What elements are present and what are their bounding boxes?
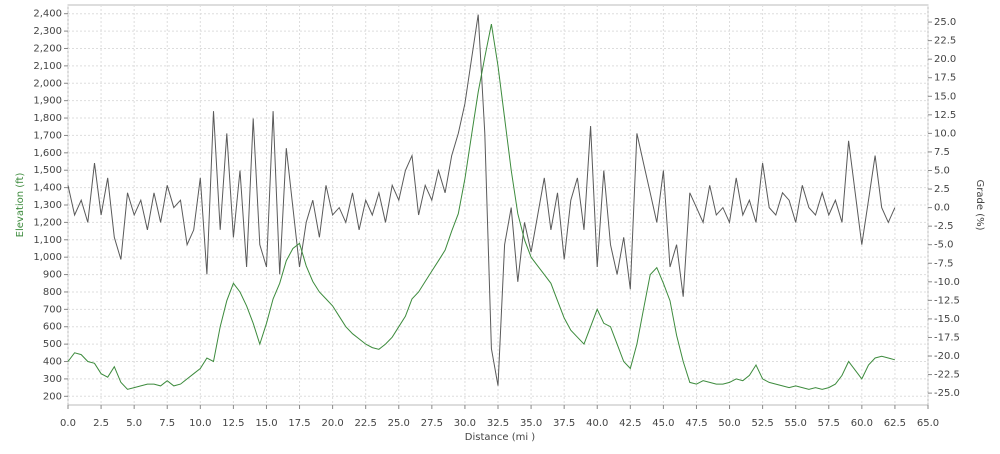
y-axis-title: Elevation (ft) [15, 173, 26, 238]
x-tick-label: 57.5 [818, 418, 840, 429]
x-axis-title: Distance (mi ) [465, 432, 536, 443]
y-tick-label: 2,400 [33, 9, 62, 20]
y2-tick-label: 22.5 [934, 36, 956, 47]
y-tick-label: 500 [43, 339, 62, 350]
y2-axis-title: Grade (%) [974, 180, 985, 231]
x-tick-label: 42.5 [619, 418, 641, 429]
y-tick-label: 300 [43, 374, 62, 385]
x-tick-label: 17.5 [288, 418, 310, 429]
y-tick-label: 1,300 [33, 200, 62, 211]
x-tick-label: 0.0 [60, 418, 76, 429]
y-tick-label: 400 [43, 357, 62, 368]
x-tick-label: 40.0 [586, 418, 608, 429]
x-tick-label: 10.0 [189, 418, 211, 429]
y-tick-label: 900 [43, 270, 62, 281]
x-tick-label: 32.5 [487, 418, 509, 429]
y2-tick-label: 0.0 [934, 203, 950, 214]
x-tick-label: 45.0 [652, 418, 674, 429]
y-tick-label: 800 [43, 287, 62, 298]
x-tick-label: 25.0 [388, 418, 410, 429]
x-tick-label: 2.5 [93, 418, 109, 429]
y2-tick-label: 5.0 [934, 165, 950, 176]
x-tick-label: 12.5 [222, 418, 244, 429]
y-tick-label: 1,500 [33, 165, 62, 176]
x-tick-label: 52.5 [751, 418, 773, 429]
y2-tick-label: 25.0 [934, 17, 956, 28]
y2-tick-label: -2.5 [934, 221, 954, 232]
x-tick-label: 20.0 [321, 418, 343, 429]
x-tick-label: 15.0 [255, 418, 277, 429]
y-tick-label: 2,300 [33, 26, 62, 37]
y-tick-label: 1,000 [33, 252, 62, 263]
y-tick-label: 2,200 [33, 43, 62, 54]
y2-tick-label: -15.0 [934, 314, 960, 325]
x-tick-label: 50.0 [718, 418, 740, 429]
y2-tick-label: 17.5 [934, 73, 956, 84]
y2-tick-label: 2.5 [934, 184, 950, 195]
y2-tick-label: 20.0 [934, 54, 956, 65]
x-tick-label: 27.5 [421, 418, 443, 429]
y-tick-label: 1,200 [33, 217, 62, 228]
y2-tick-label: -7.5 [934, 258, 954, 269]
y-tick-label: 1,100 [33, 235, 62, 246]
y-tick-label: 200 [43, 391, 62, 402]
y-tick-label: 2,000 [33, 78, 62, 89]
y-tick-label: 1,600 [33, 148, 62, 159]
y-tick-label: 2,100 [33, 61, 62, 72]
y2-tick-label: -25.0 [934, 388, 960, 399]
x-tick-label: 47.5 [685, 418, 707, 429]
y2-tick-label: -12.5 [934, 295, 960, 306]
y-tick-label: 1,800 [33, 113, 62, 124]
series-line [67, 24, 896, 390]
x-tick-label: 35.0 [520, 418, 542, 429]
y2-tick-label: -5.0 [934, 240, 954, 251]
x-tick-label: 7.5 [159, 418, 175, 429]
x-tick-label: 60.0 [851, 418, 873, 429]
y2-tick-label: 10.0 [934, 128, 956, 139]
x-tick-label: 55.0 [785, 418, 807, 429]
y-tick-label: 1,900 [33, 96, 62, 107]
x-tick-label: 30.0 [454, 418, 476, 429]
x-tick-label: 22.5 [355, 418, 377, 429]
y2-tick-label: -10.0 [934, 277, 960, 288]
y2-tick-label: -17.5 [934, 332, 960, 343]
y2-tick-label: -20.0 [934, 351, 960, 362]
y-tick-label: 700 [43, 304, 62, 315]
y-tick-label: 600 [43, 322, 62, 333]
y2-tick-label: 15.0 [934, 91, 956, 102]
y2-tick-label: 7.5 [934, 147, 950, 158]
y-tick-label: 1,700 [33, 130, 62, 141]
y-tick-label: 1,400 [33, 183, 62, 194]
x-tick-label: 65.0 [917, 418, 939, 429]
y2-tick-label: 12.5 [934, 110, 956, 121]
x-tick-label: 5.0 [126, 418, 142, 429]
y2-tick-label: -22.5 [934, 370, 960, 381]
x-tick-label: 37.5 [553, 418, 575, 429]
x-tick-label: 62.5 [884, 418, 906, 429]
